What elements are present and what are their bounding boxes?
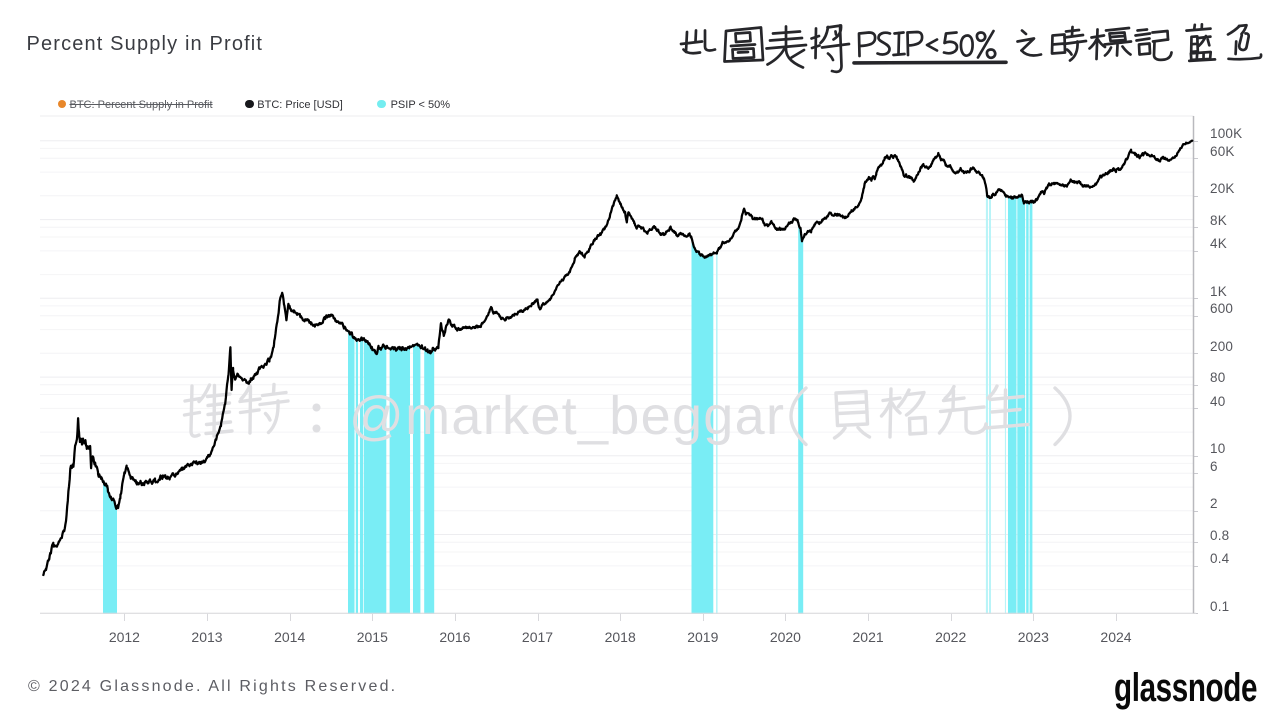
svg-text:@market_beggar: @market_beggar [349,386,785,446]
